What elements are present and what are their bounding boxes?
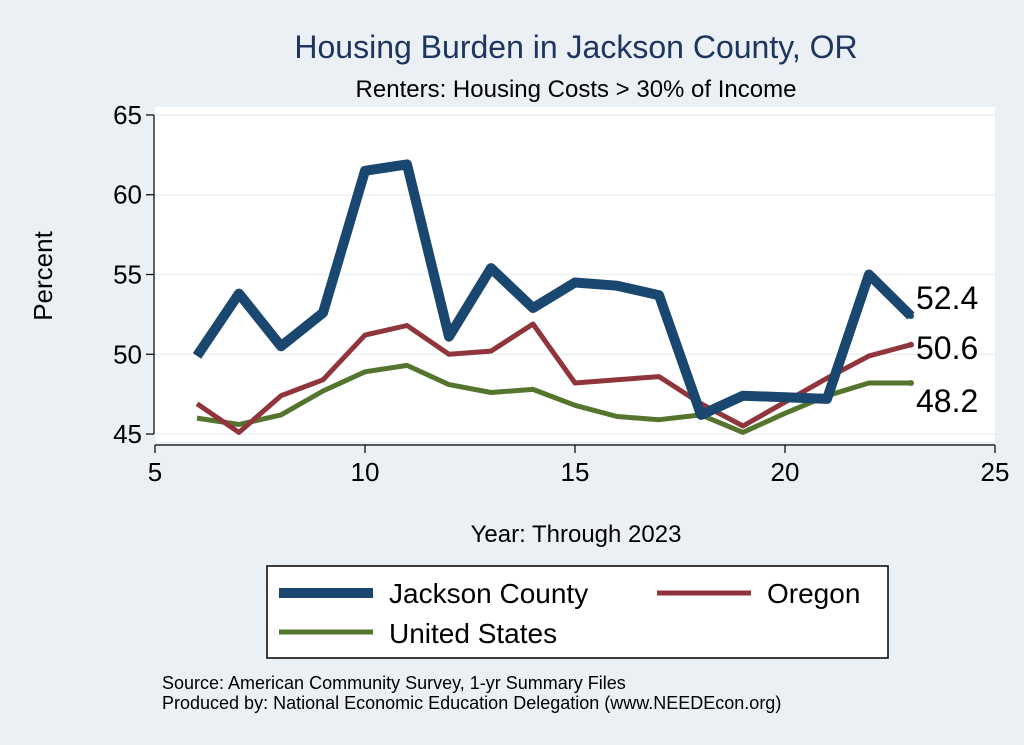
x-tick-label-20: 20 [771,457,800,487]
y-tick-label-60: 60 [113,180,142,210]
x-tick-label-25: 25 [981,457,1010,487]
series-end-point-jackson-county [908,312,914,319]
legend-label-jackson-county: Jackson County [389,578,588,609]
end-label-jackson-county: 52.4 [916,280,978,316]
chart-title: Housing Burden in Jackson County, OR [294,29,857,65]
source-note: Source: American Community Survey, 1-yr … [162,673,626,693]
series-line-jackson-county [192,159,915,420]
producer-note: Produced by: National Economic Education… [162,693,781,713]
end-labels: 48.2 50.6 52.4 [916,280,978,419]
y-tick-label-65: 65 [113,100,142,130]
y-tick-label-55: 55 [113,260,142,290]
end-label-oregon: 50.6 [916,330,978,366]
axes: 45 50 55 60 65 5 10 15 20 25 [113,100,1009,487]
series-line-united-states [196,362,911,435]
x-axis-label: Year: Through 2023 [471,521,682,548]
legend-label-oregon: Oregon [767,578,860,609]
legend-box [266,565,889,659]
end-label-united-states: 48.2 [916,383,978,419]
y-tick-label-45: 45 [113,419,142,449]
chart-subtitle: Renters: Housing Costs > 30% of Income [356,76,797,103]
y-axis-label: Percent [28,230,58,320]
series-end-point-united-states [908,379,914,386]
x-tick-label-15: 15 [561,457,590,487]
series-lines [192,159,915,435]
grid-lines [155,114,995,435]
x-tick-label-5: 5 [148,457,162,487]
series-end-point-oregon [908,341,914,348]
x-tick-label-10: 10 [351,457,380,487]
legend: Jackson County Oregon United States [266,565,889,659]
legend-label-united-states: United States [389,618,557,649]
y-tick-label-50: 50 [113,339,142,369]
